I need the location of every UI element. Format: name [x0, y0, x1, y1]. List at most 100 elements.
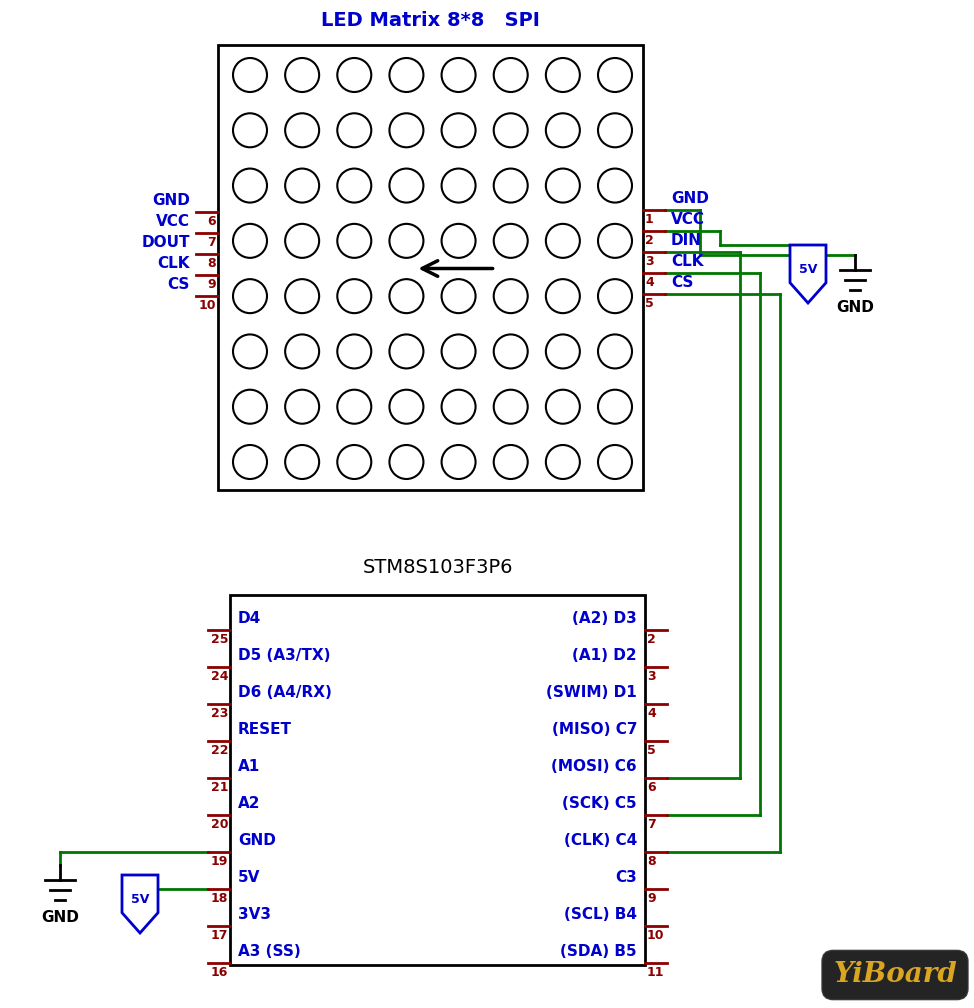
Text: GND: GND — [836, 300, 874, 314]
Text: 8: 8 — [207, 257, 216, 270]
Circle shape — [441, 279, 475, 313]
Text: 3V3: 3V3 — [238, 907, 271, 922]
Text: 11: 11 — [647, 966, 664, 979]
Circle shape — [598, 168, 632, 203]
Text: 19: 19 — [210, 855, 228, 868]
Text: DOUT: DOUT — [141, 235, 190, 250]
Text: 6: 6 — [647, 781, 656, 794]
Text: 1: 1 — [645, 213, 654, 226]
Text: GND: GND — [671, 191, 709, 206]
Text: 25: 25 — [210, 633, 228, 646]
Text: (A2) D3: (A2) D3 — [573, 611, 637, 626]
Circle shape — [494, 58, 528, 92]
Text: (SCL) B4: (SCL) B4 — [564, 907, 637, 922]
Circle shape — [337, 168, 371, 203]
Circle shape — [598, 113, 632, 147]
Circle shape — [441, 390, 475, 423]
Text: STM8S103F3P6: STM8S103F3P6 — [362, 558, 512, 577]
Circle shape — [337, 224, 371, 258]
Circle shape — [337, 390, 371, 423]
Text: A1: A1 — [238, 759, 260, 774]
Text: (SCK) C5: (SCK) C5 — [562, 796, 637, 811]
Circle shape — [285, 58, 319, 92]
Text: D5 (A3/TX): D5 (A3/TX) — [238, 648, 330, 663]
Text: 7: 7 — [207, 236, 216, 249]
Circle shape — [337, 113, 371, 147]
Circle shape — [494, 168, 528, 203]
Circle shape — [233, 168, 267, 203]
Text: 10: 10 — [647, 929, 664, 942]
Circle shape — [598, 58, 632, 92]
Text: 8: 8 — [647, 855, 656, 868]
Circle shape — [494, 224, 528, 258]
Polygon shape — [790, 245, 826, 303]
Circle shape — [598, 224, 632, 258]
Circle shape — [441, 58, 475, 92]
Text: 5: 5 — [645, 297, 654, 310]
Circle shape — [545, 168, 580, 203]
Circle shape — [441, 224, 475, 258]
Text: 5V: 5V — [799, 263, 817, 276]
Circle shape — [233, 445, 267, 479]
Text: A2: A2 — [238, 796, 260, 811]
Circle shape — [285, 168, 319, 203]
Circle shape — [390, 113, 424, 147]
Circle shape — [598, 445, 632, 479]
Circle shape — [494, 390, 528, 423]
Text: 22: 22 — [210, 744, 228, 757]
Text: VCC: VCC — [156, 214, 190, 229]
Circle shape — [337, 58, 371, 92]
Circle shape — [233, 224, 267, 258]
Circle shape — [390, 335, 424, 369]
Circle shape — [233, 390, 267, 423]
Circle shape — [285, 390, 319, 423]
Text: GND: GND — [41, 910, 79, 925]
Text: D4: D4 — [238, 611, 261, 626]
Text: 3: 3 — [645, 255, 654, 268]
Circle shape — [285, 445, 319, 479]
Text: 4: 4 — [645, 276, 654, 289]
Circle shape — [441, 113, 475, 147]
Text: 9: 9 — [207, 278, 216, 291]
Text: 20: 20 — [210, 818, 228, 831]
Text: C3: C3 — [616, 870, 637, 885]
Circle shape — [233, 113, 267, 147]
Circle shape — [390, 390, 424, 423]
Text: 5: 5 — [647, 744, 656, 757]
Text: (SWIM) D1: (SWIM) D1 — [546, 685, 637, 700]
Circle shape — [285, 335, 319, 369]
Bar — [230, 595, 645, 965]
Text: D6 (A4/RX): D6 (A4/RX) — [238, 685, 332, 700]
Text: 7: 7 — [647, 818, 656, 831]
Bar — [218, 45, 643, 490]
Text: RESET: RESET — [238, 722, 292, 737]
Text: A3 (SS): A3 (SS) — [238, 944, 301, 959]
Text: GND: GND — [152, 193, 190, 208]
Text: GND: GND — [238, 833, 276, 848]
Circle shape — [390, 279, 424, 313]
Text: 5V: 5V — [131, 893, 149, 906]
Circle shape — [598, 279, 632, 313]
Circle shape — [441, 335, 475, 369]
Text: (MISO) C7: (MISO) C7 — [551, 722, 637, 737]
Text: (SDA) B5: (SDA) B5 — [560, 944, 637, 959]
Circle shape — [494, 279, 528, 313]
Text: (MOSI) C6: (MOSI) C6 — [551, 759, 637, 774]
Circle shape — [285, 113, 319, 147]
Polygon shape — [122, 875, 158, 933]
Text: CLK: CLK — [671, 254, 703, 269]
Circle shape — [390, 58, 424, 92]
Circle shape — [494, 445, 528, 479]
Text: 18: 18 — [210, 892, 228, 905]
Text: VCC: VCC — [671, 212, 705, 227]
Circle shape — [545, 58, 580, 92]
Text: CS: CS — [168, 277, 190, 292]
Circle shape — [233, 335, 267, 369]
Circle shape — [390, 168, 424, 203]
Circle shape — [285, 279, 319, 313]
Circle shape — [441, 168, 475, 203]
Circle shape — [337, 335, 371, 369]
Text: 9: 9 — [647, 892, 656, 905]
Circle shape — [233, 58, 267, 92]
Circle shape — [598, 335, 632, 369]
